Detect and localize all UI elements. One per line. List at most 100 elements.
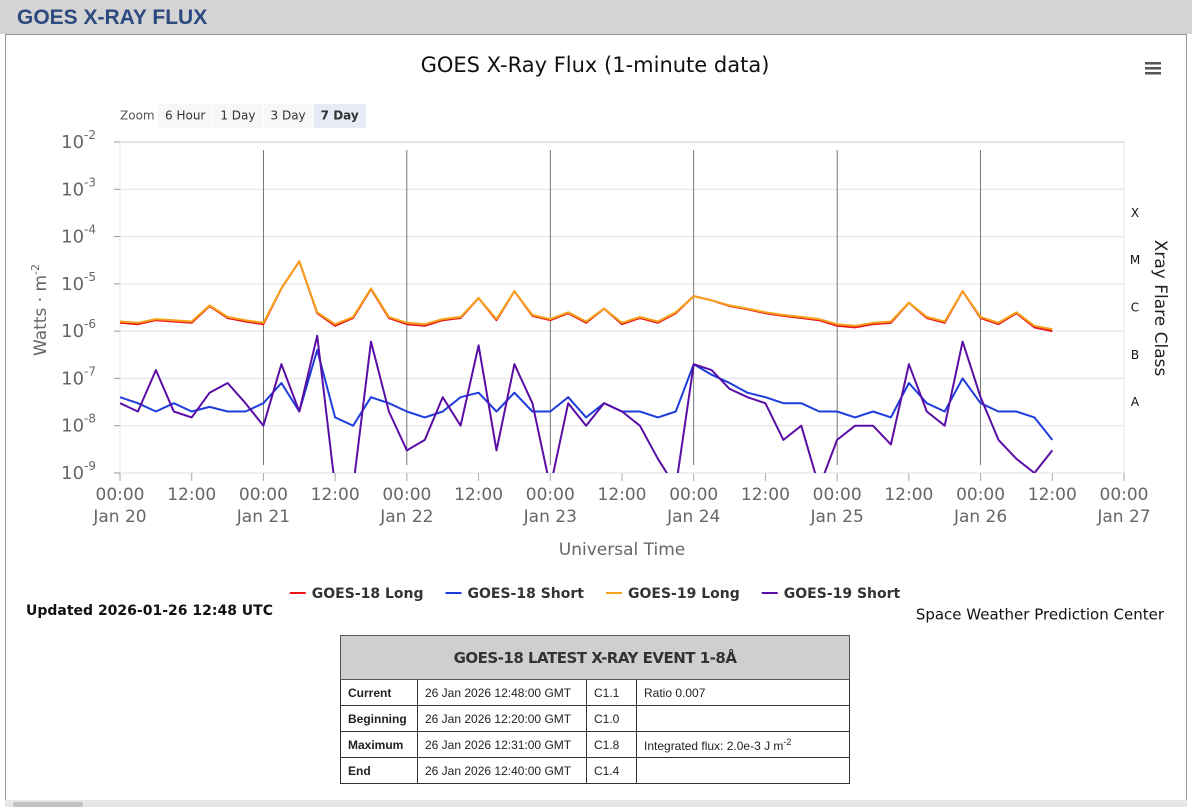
x-tick-label: 12:00 bbox=[1028, 485, 1077, 505]
event-table: GOES-18 LATEST X-RAY EVENT 1-8Å Current 2… bbox=[340, 635, 850, 784]
y-tick-label: 10-3 bbox=[61, 175, 96, 200]
x-tick-label: Jan 24 bbox=[666, 507, 720, 527]
chart-title: GOES X-Ray Flux (1-minute data) bbox=[421, 53, 770, 77]
x-tick-label: Jan 20 bbox=[92, 507, 146, 527]
x-tick-label: 12:00 bbox=[598, 485, 647, 505]
x-tick-label: 12:00 bbox=[454, 485, 503, 505]
y-tick-label-base: 10 bbox=[61, 274, 84, 295]
event-table-title: GOES-18 LATEST X-RAY EVENT 1-8Å bbox=[340, 635, 850, 680]
y-tick-label-exponent: -6 bbox=[84, 317, 96, 331]
y-axis-title: Watts · m-2 bbox=[29, 264, 51, 356]
zoom-button[interactable] bbox=[158, 104, 213, 128]
table-row: Beginning 26 Jan 2026 12:20:00 GMT C1.0 bbox=[340, 705, 850, 732]
x-tick-label: 12:00 bbox=[167, 485, 216, 505]
zoom-button-label[interactable]: 3 Day bbox=[271, 109, 306, 123]
x-tick-label: Jan 22 bbox=[379, 507, 433, 527]
x-tick-label: Jan 26 bbox=[953, 507, 1007, 527]
table-cell: 26 Jan 2026 12:48:00 GMT bbox=[417, 679, 587, 706]
x-tick-label: 00:00 bbox=[956, 485, 1005, 505]
y-tick-label: 10-5 bbox=[61, 270, 96, 295]
table-cell: Maximum bbox=[340, 731, 418, 758]
table-cell: End bbox=[340, 757, 418, 784]
x-tick-label: 00:00 bbox=[382, 485, 431, 505]
y-tick-label-base: 10 bbox=[61, 368, 84, 389]
table-cell: C1.8 bbox=[586, 731, 637, 758]
table-cell: 26 Jan 2026 12:31:00 GMT bbox=[417, 731, 587, 758]
table-row: Maximum 26 Jan 2026 12:31:00 GMT C1.8 Integ… bbox=[340, 731, 850, 758]
y-tick-label-exponent: -3 bbox=[84, 175, 96, 189]
cell-text: Integrated flux: 2.0e-3 J m bbox=[644, 738, 784, 753]
x-tick-label: Jan 23 bbox=[523, 507, 577, 527]
y2-tick-label: B bbox=[1131, 348, 1139, 362]
y-tick-label: 10-9 bbox=[61, 459, 96, 484]
cell-exponent: -2 bbox=[783, 736, 792, 747]
legend-label: GOES-18 Long bbox=[312, 586, 424, 602]
y-tick-label-base: 10 bbox=[61, 416, 84, 437]
page-title: GOES X-RAY FLUX bbox=[17, 6, 208, 29]
table-cell: Beginning bbox=[340, 705, 418, 732]
y-tick-label-exponent: -8 bbox=[84, 412, 96, 426]
x-tick-label: 00:00 bbox=[239, 485, 288, 505]
y2-axis-title: Xray Flare Class bbox=[1150, 240, 1170, 377]
x-tick-label: 00:00 bbox=[96, 485, 145, 505]
zoom-button-label[interactable]: 6 Hour bbox=[165, 109, 205, 123]
x-tick-label: Jan 21 bbox=[236, 507, 290, 527]
table-cell: Integrated flux: 2.0e-3 J m-2 bbox=[636, 731, 850, 758]
y-tick-label-base: 10 bbox=[61, 321, 84, 342]
y-tick-label: 10-8 bbox=[61, 412, 96, 437]
series-line bbox=[120, 334, 1054, 473]
legend-item[interactable]: GOES-19 Short bbox=[761, 586, 901, 602]
y-axis-title-text: Watts · m bbox=[31, 275, 51, 356]
x-tick-label: Jan 25 bbox=[810, 507, 864, 527]
y-tick-label-exponent: -7 bbox=[84, 364, 96, 378]
zoom-button[interactable] bbox=[263, 104, 313, 128]
table-cell: Current bbox=[340, 679, 418, 706]
y-tick-label: 10-6 bbox=[61, 317, 96, 342]
x-tick-label: 00:00 bbox=[1100, 485, 1149, 505]
legend-item[interactable]: GOES-18 Short bbox=[445, 586, 585, 602]
table-cell bbox=[636, 705, 850, 732]
zoom-button[interactable] bbox=[213, 104, 263, 128]
scrollbar[interactable] bbox=[5, 800, 1187, 807]
x-tick-label: 00:00 bbox=[813, 485, 862, 505]
legend-item[interactable]: GOES-18 Long bbox=[289, 586, 424, 602]
y2-tick-label: A bbox=[1131, 395, 1140, 409]
menu-button[interactable] bbox=[1140, 56, 1166, 78]
zoom-button-label[interactable]: 1 Day bbox=[220, 109, 255, 123]
zoom-label: Zoom bbox=[120, 109, 155, 123]
zoom-button-label[interactable]: 7 Day bbox=[321, 109, 359, 123]
scroll-thumb[interactable] bbox=[13, 802, 83, 807]
y-tick-label-base: 10 bbox=[61, 132, 84, 153]
x-tick-label: 00:00 bbox=[526, 485, 575, 505]
legend-label: GOES-19 Short bbox=[784, 586, 901, 602]
table-row: End 26 Jan 2026 12:40:00 GMT C1.4 bbox=[340, 757, 850, 784]
y-tick-label: 10-4 bbox=[61, 223, 96, 248]
table-cell: Ratio 0.007 bbox=[636, 679, 850, 706]
y-tick-label: 10-7 bbox=[61, 364, 96, 389]
y-tick-label-exponent: -9 bbox=[84, 459, 96, 473]
header-bar: GOES X-RAY FLUX bbox=[0, 0, 1192, 34]
x-tick-label: 12:00 bbox=[311, 485, 360, 505]
table-cell: C1.0 bbox=[586, 705, 637, 732]
y-tick-label-exponent: -2 bbox=[84, 128, 96, 142]
series-line bbox=[120, 260, 1053, 331]
zoom-button[interactable] bbox=[313, 104, 366, 128]
table-cell: 26 Jan 2026 12:40:00 GMT bbox=[417, 757, 587, 784]
series-line bbox=[120, 349, 1054, 441]
legend-label: GOES-19 Long bbox=[628, 586, 740, 602]
legend-item[interactable]: GOES-19 Long bbox=[606, 586, 740, 602]
table-row: Current 26 Jan 2026 12:48:00 GMT C1.1 Ratio… bbox=[340, 679, 850, 706]
legend-label: GOES-18 Short bbox=[468, 586, 585, 602]
y-tick-label-exponent: -4 bbox=[84, 223, 96, 237]
y2-tick-label: C bbox=[1131, 301, 1139, 315]
x-axis-title: Universal Time bbox=[559, 540, 685, 560]
table-cell: C1.4 bbox=[586, 757, 637, 784]
y-tick-label-base: 10 bbox=[61, 463, 84, 484]
y-tick-label-base: 10 bbox=[61, 179, 84, 200]
chart: GOES X-Ray Flux (1-minute data) Zoom 6 H… bbox=[26, 53, 1170, 624]
table-cell: 26 Jan 2026 12:20:00 GMT bbox=[417, 705, 587, 732]
x-tick-label: Jan 27 bbox=[1096, 507, 1150, 527]
updated-note: Updated 2026-01-26 12:48 UTC bbox=[26, 603, 273, 619]
panel bbox=[5, 34, 1187, 807]
